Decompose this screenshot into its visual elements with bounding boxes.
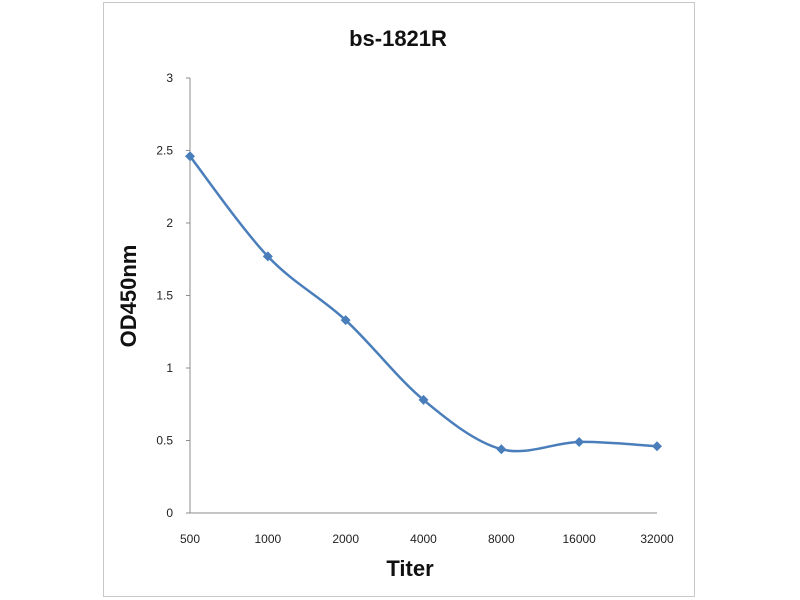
axes [186, 77, 657, 514]
x-tick-label: 2000 [332, 532, 359, 546]
chart-frame [103, 2, 695, 597]
x-tick-label: 500 [180, 532, 200, 546]
y-tick-label: 1 [166, 361, 173, 375]
data-point [574, 436, 585, 447]
y-tick-label: 2.5 [156, 144, 173, 158]
x-tick-label: 4000 [410, 532, 437, 546]
data-point [262, 251, 273, 262]
data-series [185, 151, 662, 455]
y-tick-labels: 0 0.5 1 1.5 2 2.5 3 [156, 71, 173, 520]
y-tick-label: 1.5 [156, 289, 173, 303]
chart-title: bs-1821R [349, 26, 447, 51]
y-tick-label: 0 [166, 506, 173, 520]
data-point [418, 394, 429, 405]
x-tick-label: 16000 [562, 532, 596, 546]
x-tick-labels: 500 1000 2000 4000 8000 16000 32000 [180, 532, 674, 546]
y-axis-title: OD450nm [116, 245, 141, 348]
x-tick-label: 32000 [640, 532, 674, 546]
x-tick-label: 8000 [488, 532, 515, 546]
y-tick-label: 3 [166, 71, 173, 85]
data-point [652, 441, 662, 452]
data-point [185, 151, 195, 162]
y-tick-label: 0.5 [156, 434, 173, 448]
series-line [189, 155, 658, 453]
data-point [340, 315, 351, 326]
x-tick-label: 1000 [254, 532, 281, 546]
x-axis-title: Titer [386, 556, 434, 581]
data-point [496, 444, 507, 455]
y-tick-label: 2 [166, 216, 173, 230]
